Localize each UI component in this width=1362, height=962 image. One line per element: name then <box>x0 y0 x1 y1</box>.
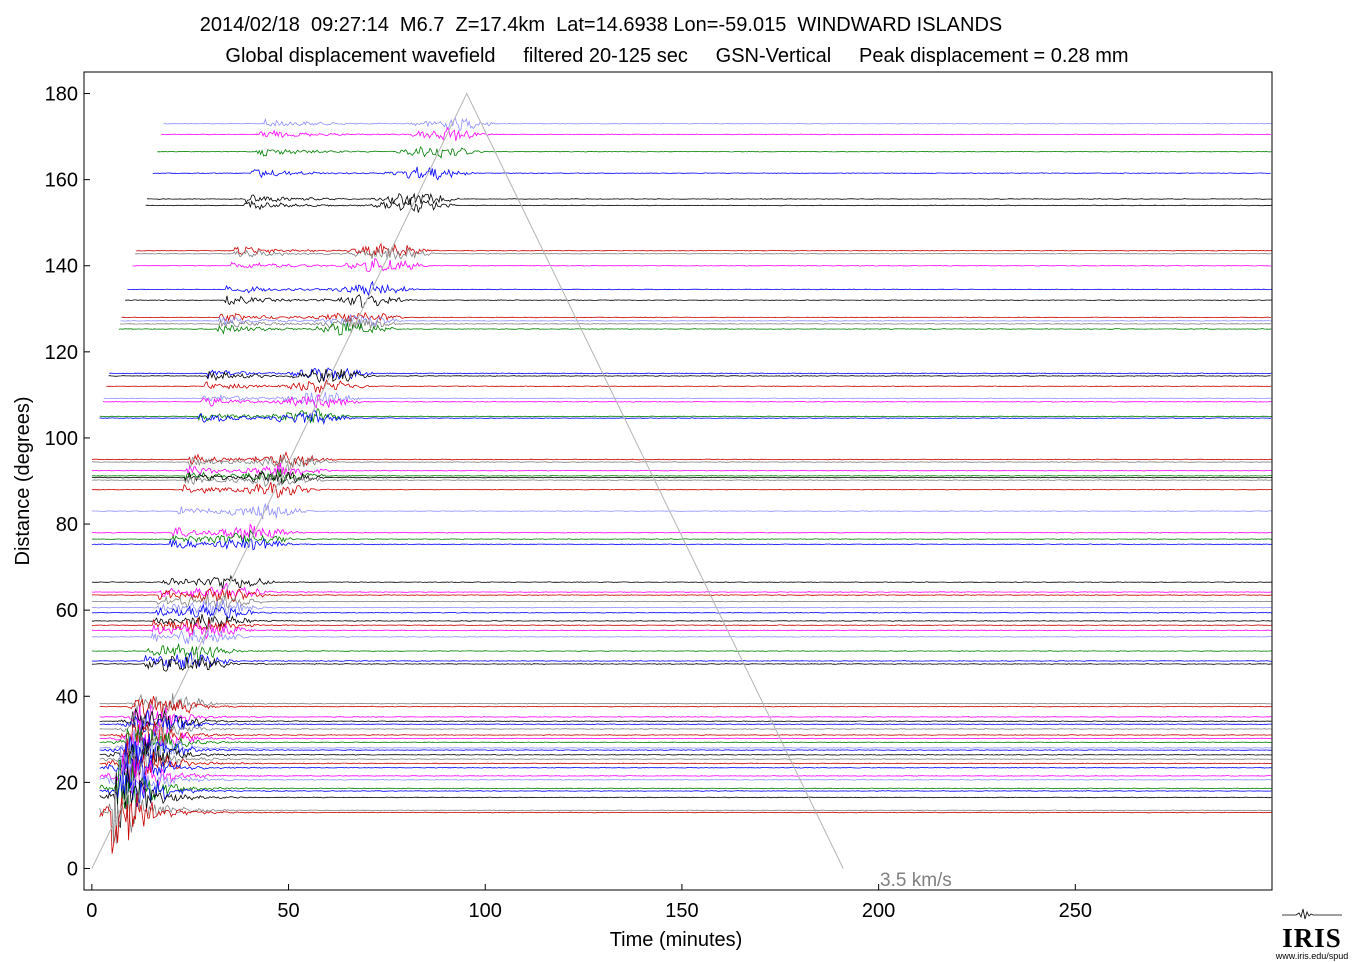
seismic-trace <box>161 126 1272 141</box>
seismic-trace <box>108 368 1271 384</box>
seismic-trace <box>118 322 1272 336</box>
y-tick-label: 0 <box>67 858 78 880</box>
seismic-trace <box>91 651 1272 669</box>
seismic-trace <box>147 192 1272 205</box>
y-axis: 0 20 40 60 80 100 120 140 160 180 <box>45 84 90 880</box>
logo-url: www.iris.edu/spud <box>1275 951 1349 961</box>
seismic-trace <box>91 462 1272 476</box>
seismic-trace <box>119 317 1272 330</box>
seismic-trace <box>120 314 1272 328</box>
seismic-trace <box>91 603 1272 619</box>
seismic-trace <box>91 617 1272 633</box>
x-tick-label: 0 <box>86 900 97 922</box>
y-tick-label: 140 <box>45 256 78 278</box>
seismic-trace <box>99 739 1272 776</box>
seismic-trace <box>99 410 1272 426</box>
seismic-trace <box>99 759 1272 813</box>
y-tick-label: 80 <box>56 514 78 536</box>
seismic-trace <box>99 727 1272 765</box>
plot-frame <box>83 71 1273 891</box>
seismic-trace <box>157 146 1272 159</box>
x-tick-label: 100 <box>469 900 502 922</box>
seismic-trace <box>99 738 1272 783</box>
seismic-trace <box>91 468 1272 484</box>
seismic-trace <box>91 629 1272 646</box>
seismic-trace <box>91 471 1272 488</box>
seismic-trace <box>99 733 1272 770</box>
seismic-trace <box>99 793 1272 854</box>
seismic-trace <box>91 614 1272 630</box>
y-tick-label: 20 <box>56 772 78 794</box>
x-tick-label: 150 <box>665 900 698 922</box>
seismic-trace <box>91 655 1272 672</box>
y-tick-label: 120 <box>45 342 78 364</box>
velocity-reference-line <box>91 92 844 869</box>
seismic-trace <box>99 766 1272 829</box>
x-tick-label: 250 <box>1059 900 1092 922</box>
x-tick-label: 50 <box>277 900 299 922</box>
seismic-trace <box>99 753 1272 795</box>
seismic-trace <box>99 713 1272 747</box>
seismic-trace <box>135 242 1272 257</box>
seismic-trace <box>121 311 1272 324</box>
seismic-trace <box>152 166 1271 181</box>
velocity-label: 3.5 km/s <box>880 870 952 891</box>
seismic-trace <box>103 392 1272 407</box>
seismic-trace <box>91 582 1272 598</box>
seismic-trace <box>91 588 1272 604</box>
logo-wordmark: IRIS <box>1282 923 1342 953</box>
seismic-trace <box>127 280 1272 297</box>
x-tick-label: 200 <box>862 900 895 922</box>
seismic-trace <box>91 502 1272 519</box>
seismic-trace <box>91 574 1272 590</box>
seismic-trace <box>91 643 1272 661</box>
x-axis: 0 50 100 150 200 250 <box>86 884 1092 922</box>
seismic-trace <box>99 729 1272 761</box>
seismic-trace <box>99 707 1272 730</box>
seismic-trace <box>91 481 1272 498</box>
seismic-trace <box>99 721 1272 749</box>
seismic-trace <box>99 738 1272 775</box>
seismic-trace <box>91 453 1272 472</box>
seismic-trace <box>99 748 1272 804</box>
seismic-trace <box>91 593 1272 609</box>
seismic-trace <box>132 257 1272 272</box>
chart-subtitle: Global displacement wavefield filtered 2… <box>225 45 1129 67</box>
seismic-trace <box>125 294 1272 309</box>
x-axis-label: Time (minutes) <box>610 929 743 951</box>
seismic-trace <box>91 598 1272 616</box>
y-tick-label: 100 <box>45 428 78 450</box>
seismic-trace <box>91 537 1272 551</box>
y-axis-label: Distance (degrees) <box>12 397 34 566</box>
seismic-trace <box>99 720 1272 754</box>
seismic-trace <box>102 393 1272 409</box>
seismic-trace <box>91 622 1272 640</box>
chart-title: 2014/02/18 09:27:14 M6.7 Z=17.4km Lat=14… <box>199 14 1003 36</box>
seismic-trace <box>91 471 1272 485</box>
y-tick-label: 60 <box>56 600 78 622</box>
y-tick-label: 180 <box>45 84 78 106</box>
seismic-trace <box>163 117 1272 131</box>
seismic-trace <box>99 783 1272 844</box>
seismic-trace <box>99 710 1272 737</box>
seismic-trace <box>91 529 1272 545</box>
seismic-trace <box>99 696 1272 718</box>
seismic-trace <box>145 197 1272 213</box>
seismic-trace <box>99 743 1272 792</box>
y-tick-label: 160 <box>45 170 78 192</box>
seismic-trace <box>135 246 1272 260</box>
seismic-trace <box>109 367 1272 382</box>
trace-layer <box>91 117 1272 854</box>
seismic-trace <box>99 693 1272 712</box>
y-tick-label: 40 <box>56 686 78 708</box>
seismic-trace <box>91 451 1272 469</box>
seismic-trace <box>91 523 1272 540</box>
seismic-trace <box>106 379 1272 393</box>
seismic-trace <box>99 408 1272 424</box>
seismograph-logo-icon <box>1282 908 1342 920</box>
iris-logo: IRIS www.iris.edu/spud <box>1272 906 1352 962</box>
seismic-trace <box>99 773 1272 807</box>
seismic-trace <box>99 703 1272 731</box>
